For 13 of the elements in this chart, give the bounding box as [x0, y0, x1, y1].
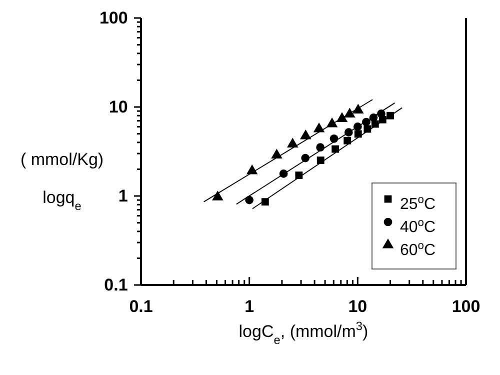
y-tick-label: 1 [118, 186, 128, 206]
x-axis-title: logC$_{e}$, (mmol/m$^{3}$) [238, 319, 368, 347]
x-tick-label: 100 [452, 296, 480, 316]
legend-label: 25$^{o}$C [400, 194, 436, 213]
x-tick-label: 10 [348, 296, 368, 316]
legend-label: 40$^{o}$C [400, 217, 436, 236]
x-tick-label: 0.1 [129, 296, 153, 316]
y-tick-label: 10 [108, 97, 128, 116]
y-tick-label: 0.1 [104, 275, 128, 294]
y-tick-label: 100 [99, 8, 128, 28]
legend-label: 60$^{o}$C [400, 240, 436, 259]
y-axis-title: ( mmol/Kg) logq$_{e}$ [20, 150, 104, 213]
x-tick-label: 1 [244, 296, 254, 316]
